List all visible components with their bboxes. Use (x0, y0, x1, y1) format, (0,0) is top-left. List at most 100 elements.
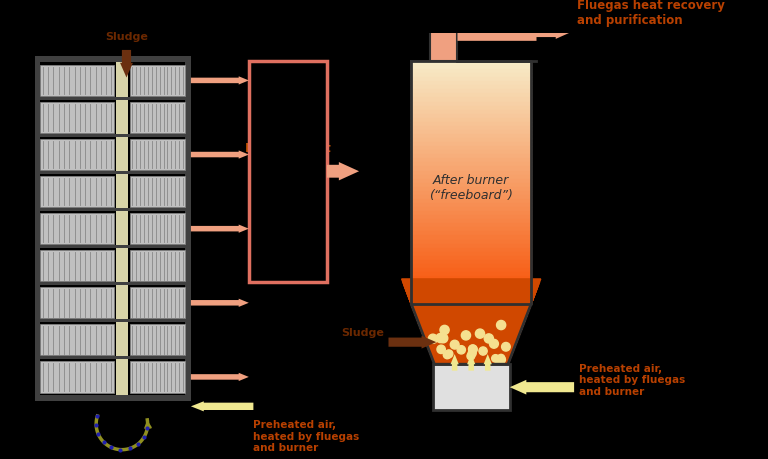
Text: Fluegas heat recovery
and purification: Fluegas heat recovery and purification (577, 0, 725, 27)
Bar (130, 102, 185, 133)
Bar (435, 364, 508, 372)
Polygon shape (427, 344, 515, 346)
Bar (40, 139, 114, 170)
Bar (130, 250, 185, 281)
Polygon shape (191, 373, 249, 381)
Bar (40, 250, 114, 281)
Bar (40, 282, 185, 285)
Bar (130, 139, 185, 170)
Polygon shape (432, 358, 510, 360)
Bar (430, 29, 458, 61)
Polygon shape (405, 288, 538, 332)
Polygon shape (404, 285, 538, 329)
Polygon shape (432, 356, 511, 358)
Polygon shape (422, 332, 520, 334)
Text: Preheated air,
heated by fluegas
and burner: Preheated air, heated by fluegas and bur… (253, 420, 359, 453)
Bar (40, 213, 114, 244)
Bar (40, 171, 185, 174)
Text: Fluegas heat
recovery
and
purification: Fluegas heat recovery and purification (245, 142, 331, 200)
Polygon shape (407, 294, 535, 338)
Circle shape (484, 334, 493, 343)
Polygon shape (120, 50, 133, 78)
Text: Preheated air,
heated by fluegas
and burner: Preheated air, heated by fluegas and bur… (579, 364, 685, 397)
Bar (130, 65, 185, 96)
Polygon shape (412, 307, 530, 308)
Circle shape (467, 352, 475, 360)
Bar (249, 61, 327, 281)
Text: Sludge: Sludge (341, 328, 384, 337)
Polygon shape (510, 380, 574, 395)
Polygon shape (425, 340, 517, 342)
Circle shape (429, 334, 438, 343)
Polygon shape (414, 310, 528, 313)
Circle shape (445, 350, 453, 358)
Bar (130, 361, 185, 392)
Bar (130, 213, 185, 244)
Polygon shape (414, 311, 528, 355)
Polygon shape (406, 291, 536, 335)
Polygon shape (416, 317, 526, 361)
Bar (40, 65, 114, 96)
Circle shape (436, 333, 445, 342)
Polygon shape (191, 76, 249, 84)
Polygon shape (417, 319, 525, 320)
Polygon shape (434, 362, 508, 364)
Polygon shape (409, 300, 533, 344)
Bar (40, 134, 185, 137)
Text: After burner
(“freeboard”): After burner (“freeboard”) (429, 174, 513, 202)
Polygon shape (191, 299, 249, 307)
Bar (40, 96, 185, 100)
Polygon shape (402, 282, 540, 326)
Polygon shape (425, 338, 518, 340)
Bar (432, 364, 510, 410)
Polygon shape (421, 328, 521, 330)
Polygon shape (191, 151, 249, 159)
Polygon shape (191, 224, 249, 233)
Polygon shape (433, 360, 509, 362)
Bar (40, 287, 114, 319)
Text: Wind box: Wind box (443, 387, 499, 401)
Polygon shape (429, 348, 514, 350)
Circle shape (475, 329, 485, 338)
Circle shape (498, 356, 505, 364)
Polygon shape (415, 314, 527, 358)
Circle shape (495, 356, 502, 363)
Text: Sludge: Sludge (105, 32, 148, 42)
Polygon shape (419, 322, 524, 325)
Polygon shape (467, 354, 475, 371)
Polygon shape (415, 313, 528, 314)
Bar (40, 319, 185, 322)
Circle shape (440, 325, 449, 335)
Polygon shape (484, 354, 492, 371)
Bar (40, 356, 185, 359)
Circle shape (457, 346, 465, 354)
Polygon shape (418, 320, 525, 364)
Bar (130, 176, 185, 207)
Polygon shape (422, 330, 521, 332)
Bar (116, 62, 127, 396)
Polygon shape (191, 401, 253, 411)
Circle shape (492, 355, 499, 362)
Bar (130, 324, 185, 355)
Bar (40, 102, 114, 133)
Polygon shape (413, 308, 529, 353)
Polygon shape (431, 354, 511, 356)
Polygon shape (451, 354, 458, 371)
Polygon shape (535, 24, 572, 39)
Polygon shape (409, 297, 534, 341)
Polygon shape (418, 320, 525, 322)
Bar (35, 56, 191, 401)
Circle shape (439, 334, 448, 343)
Polygon shape (412, 304, 531, 307)
Circle shape (489, 339, 498, 348)
Circle shape (497, 354, 505, 362)
Polygon shape (424, 336, 518, 338)
Bar (40, 176, 114, 207)
Circle shape (468, 345, 477, 353)
Polygon shape (419, 325, 523, 326)
Bar (40, 324, 114, 355)
Polygon shape (428, 346, 515, 348)
Polygon shape (413, 308, 529, 310)
Bar (40, 245, 185, 248)
Polygon shape (402, 279, 541, 323)
